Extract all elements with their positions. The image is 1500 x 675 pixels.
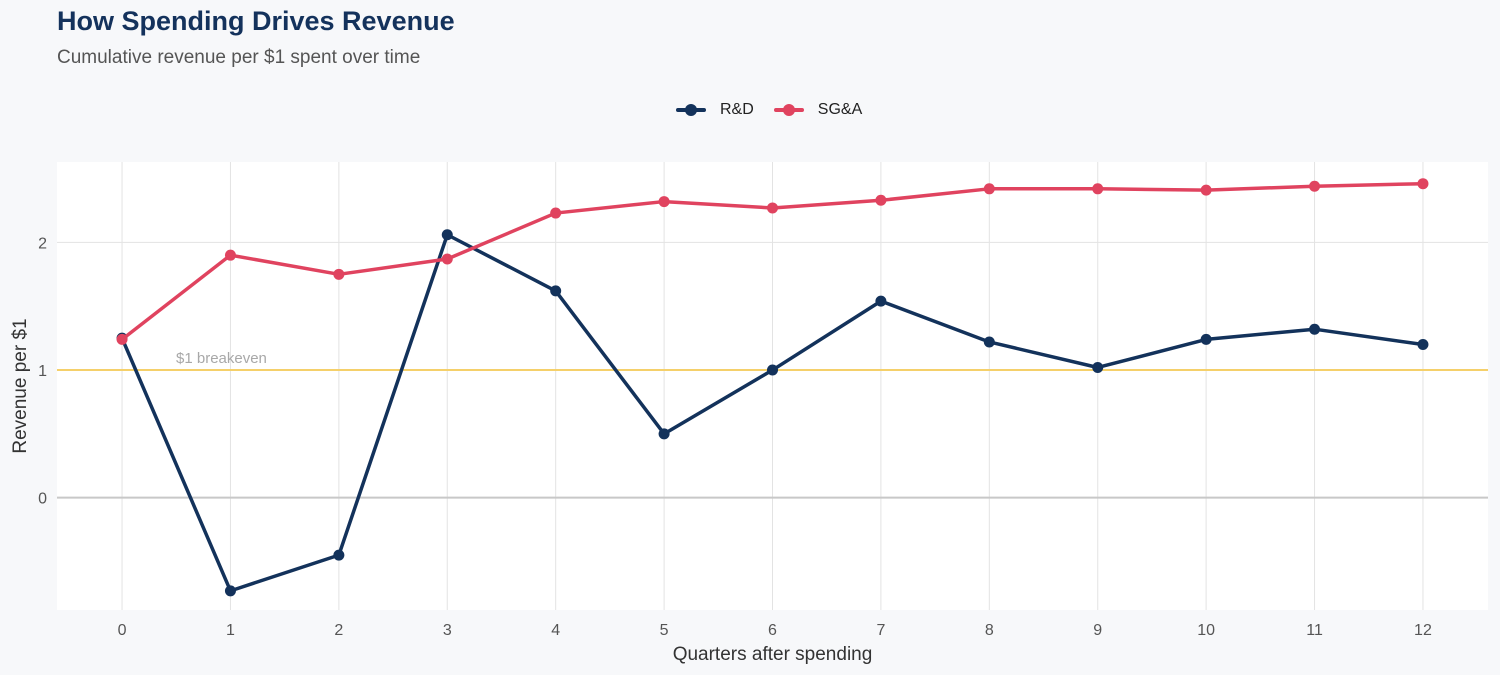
data-point-sga bbox=[875, 194, 887, 206]
data-point-rd bbox=[441, 229, 453, 241]
y-tick-label: 2 bbox=[38, 235, 47, 252]
data-point-sga bbox=[1309, 180, 1321, 192]
x-tick-label: 5 bbox=[660, 622, 669, 639]
x-tick-label: 10 bbox=[1197, 622, 1215, 639]
x-tick-label: 3 bbox=[443, 622, 452, 639]
legend-dot-rd bbox=[685, 104, 697, 116]
x-tick-label: 7 bbox=[876, 622, 885, 639]
y-tick-label: 0 bbox=[38, 491, 47, 508]
x-tick-label: 11 bbox=[1306, 622, 1323, 639]
x-tick-label: 9 bbox=[1093, 622, 1102, 639]
data-point-rd bbox=[1092, 361, 1104, 373]
legend-key-rd bbox=[676, 100, 706, 120]
data-point-sga bbox=[658, 196, 670, 208]
x-tick-label: 4 bbox=[551, 622, 560, 639]
data-point-rd bbox=[224, 585, 236, 597]
x-tick-label: 2 bbox=[334, 622, 343, 639]
data-point-sga bbox=[1092, 183, 1104, 195]
legend-key-sga bbox=[773, 100, 804, 120]
data-point-rd bbox=[550, 285, 562, 297]
data-point-sga bbox=[1417, 178, 1429, 190]
x-tick-label: 6 bbox=[768, 622, 777, 639]
data-point-rd bbox=[875, 295, 887, 307]
legend: R&D SG&A bbox=[676, 98, 882, 122]
data-point-sga bbox=[224, 249, 236, 261]
legend-label-rd: R&D bbox=[720, 101, 754, 118]
data-point-sga bbox=[333, 268, 345, 280]
data-point-rd bbox=[658, 428, 670, 440]
data-point-sga bbox=[550, 207, 562, 219]
data-point-rd bbox=[1200, 333, 1212, 345]
breakeven-label: $1 breakeven bbox=[176, 350, 267, 367]
legend-dot-sga bbox=[782, 104, 795, 116]
x-tick-label: 1 bbox=[226, 622, 235, 639]
data-point-sga bbox=[767, 202, 778, 214]
x-axis-title: Quarters after spending bbox=[673, 644, 873, 665]
chart-subtitle: Cumulative revenue per $1 spent over tim… bbox=[57, 47, 421, 68]
data-point-rd bbox=[333, 549, 345, 561]
data-point-rd bbox=[1309, 323, 1321, 335]
data-point-rd bbox=[767, 364, 778, 376]
x-tick-label: 0 bbox=[118, 622, 127, 639]
data-point-sga bbox=[116, 333, 128, 345]
data-point-sga bbox=[441, 253, 453, 265]
data-point-rd bbox=[1417, 339, 1429, 351]
y-axis-title: Revenue per $1 bbox=[10, 318, 31, 453]
x-tick-label: 8 bbox=[985, 622, 994, 639]
legend-label-sga: SG&A bbox=[817, 101, 863, 118]
legend-item-rd: R&D bbox=[676, 100, 754, 120]
chart-title: How Spending Drives Revenue bbox=[57, 6, 455, 36]
data-point-rd bbox=[983, 336, 995, 348]
legend-item-sga: SG&A bbox=[773, 100, 863, 120]
data-point-sga bbox=[1200, 184, 1212, 196]
data-point-sga bbox=[983, 183, 995, 195]
y-tick-label: 1 bbox=[38, 363, 47, 380]
x-tick-label: 12 bbox=[1414, 622, 1432, 639]
